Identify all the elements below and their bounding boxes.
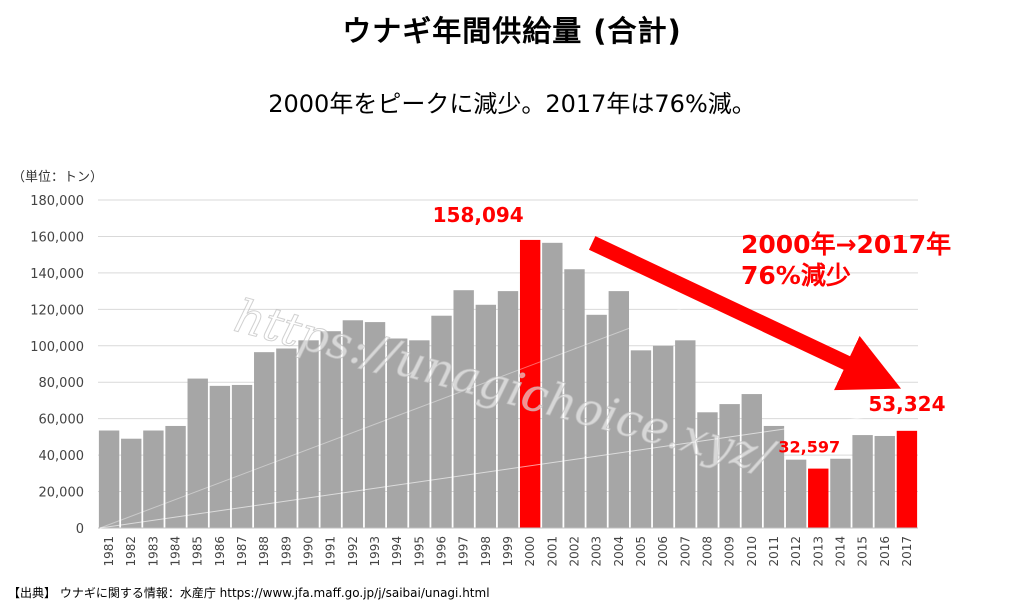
bar-2011 xyxy=(763,425,785,528)
x-tick-label: 1988 xyxy=(257,536,271,567)
bar-2015 xyxy=(852,435,873,528)
bar-1999 xyxy=(497,291,519,528)
x-tick-label: 2005 xyxy=(634,536,648,567)
x-tick-label: 2007 xyxy=(678,536,692,567)
x-tick-label: 2012 xyxy=(789,536,803,567)
x-tick-label: 2001 xyxy=(545,536,559,567)
x-tick-label: 1987 xyxy=(235,536,249,567)
y-tick-label: 160,000 xyxy=(30,230,84,245)
bar-1991 xyxy=(320,331,341,528)
bars xyxy=(98,239,918,529)
x-tick-label: 1994 xyxy=(390,536,404,567)
x-tick-label: 1992 xyxy=(346,536,360,567)
bar-1988 xyxy=(254,352,275,528)
x-tick-label: 1991 xyxy=(324,536,338,567)
bar-2001 xyxy=(542,242,563,529)
x-tick-label: 1981 xyxy=(102,536,116,567)
bar-2016 xyxy=(874,435,895,528)
y-tick-label: 60,000 xyxy=(39,413,85,428)
data-labels: 158,094 32,597 53,324 xyxy=(433,203,946,457)
decline-arrow xyxy=(588,236,902,391)
bar-2013 xyxy=(808,468,829,528)
x-tick-label: 2014 xyxy=(833,536,847,567)
y-tick-label: 0 xyxy=(76,522,84,537)
x-tick-label: 1999 xyxy=(501,536,515,567)
x-tick-label: 2000 xyxy=(523,536,537,567)
y-tick-label: 80,000 xyxy=(39,376,85,391)
bar-1998 xyxy=(475,304,497,528)
source-citation: 【出典】 ウナギに関する情報：水産庁 https://www.jfa.maff.… xyxy=(8,586,490,600)
bar-1983 xyxy=(143,430,164,528)
x-tick-label: 1996 xyxy=(435,536,449,567)
x-tick-label: 2011 xyxy=(767,536,781,567)
x-tick-label: 2009 xyxy=(723,536,737,567)
bar-1993 xyxy=(364,322,386,528)
y-tick-label: 140,000 xyxy=(30,267,84,282)
y-tick-label: 40,000 xyxy=(39,449,85,464)
bar-2007 xyxy=(675,340,696,528)
x-tick-label: 2010 xyxy=(745,536,759,567)
annotation-line-1: 2000年→2017年 xyxy=(741,230,951,259)
bar-2014 xyxy=(830,458,851,528)
y-axis-unit-label: （単位：トン） xyxy=(12,170,104,185)
x-tick-label: 1984 xyxy=(169,536,183,567)
bar-1994 xyxy=(386,338,408,528)
bar-2006 xyxy=(652,345,674,528)
x-tick-label: 1982 xyxy=(124,536,138,567)
x-tick-label: 1997 xyxy=(457,536,471,567)
bar-2017 xyxy=(896,430,918,528)
bar-1987 xyxy=(231,384,253,528)
x-tick-label: 2008 xyxy=(700,536,714,567)
data-label-2013: 32,597 xyxy=(778,438,840,457)
bar-1984 xyxy=(165,425,186,528)
x-tick-label: 2002 xyxy=(567,536,581,567)
bar-2009 xyxy=(719,404,740,528)
x-tick-label: 1995 xyxy=(412,536,426,567)
data-label-2000: 158,094 xyxy=(433,203,524,227)
chart-title: ウナギ年間供給量 (合計) xyxy=(342,14,682,48)
bar-2004 xyxy=(608,291,630,528)
bar-2000 xyxy=(519,239,541,528)
data-label-2017: 53,324 xyxy=(868,392,945,416)
bar-1989 xyxy=(276,348,297,528)
bar-1992 xyxy=(342,320,364,528)
x-tick-label: 1993 xyxy=(368,536,382,567)
y-tick-label: 100,000 xyxy=(30,340,84,355)
x-tick-label: 2013 xyxy=(811,536,825,567)
x-tick-label: 2016 xyxy=(878,536,892,567)
bar-2012 xyxy=(785,459,807,528)
x-tick-label: 1990 xyxy=(302,536,316,567)
x-tick-label: 1989 xyxy=(279,536,293,567)
x-tick-label: 2003 xyxy=(590,536,604,567)
bar-1985 xyxy=(187,378,208,528)
chart-subtitle: 2000年をピークに減少。2017年は76%減。 xyxy=(268,90,756,118)
y-axis-ticks: 0 20,000 40,000 60,000 80,000 100,000 120,000 1… xyxy=(30,194,84,537)
bar-1986 xyxy=(209,385,231,528)
x-axis-ticks: 1981 1982 1983 1984 1985 1986 1987 1988 1989 1990… xyxy=(102,536,914,567)
x-tick-label: 1986 xyxy=(213,536,227,567)
bar-1997 xyxy=(453,290,474,528)
y-tick-label: 120,000 xyxy=(30,303,84,318)
x-tick-label: 1998 xyxy=(479,536,493,567)
bar-1982 xyxy=(121,438,142,528)
x-tick-label: 2004 xyxy=(612,536,626,567)
x-tick-label: 2006 xyxy=(656,536,670,567)
x-tick-label: 1985 xyxy=(191,536,205,567)
x-tick-label: 2015 xyxy=(856,536,870,567)
bar-1981 xyxy=(98,430,120,528)
y-tick-label: 180,000 xyxy=(30,194,84,209)
bar-1996 xyxy=(431,315,452,528)
bar-2010 xyxy=(741,394,762,528)
x-tick-label: 1983 xyxy=(146,536,160,567)
bar-2002 xyxy=(564,269,585,528)
y-tick-label: 20,000 xyxy=(39,486,85,501)
bar-2003 xyxy=(586,314,607,528)
x-tick-label: 2017 xyxy=(900,536,914,567)
bar-1990 xyxy=(298,340,319,528)
bar-2005 xyxy=(630,350,652,528)
annotation-line-2: 76%減少 xyxy=(741,261,851,290)
